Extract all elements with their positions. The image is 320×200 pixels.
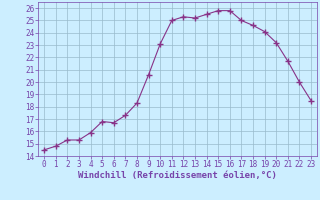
X-axis label: Windchill (Refroidissement éolien,°C): Windchill (Refroidissement éolien,°C) (78, 171, 277, 180)
